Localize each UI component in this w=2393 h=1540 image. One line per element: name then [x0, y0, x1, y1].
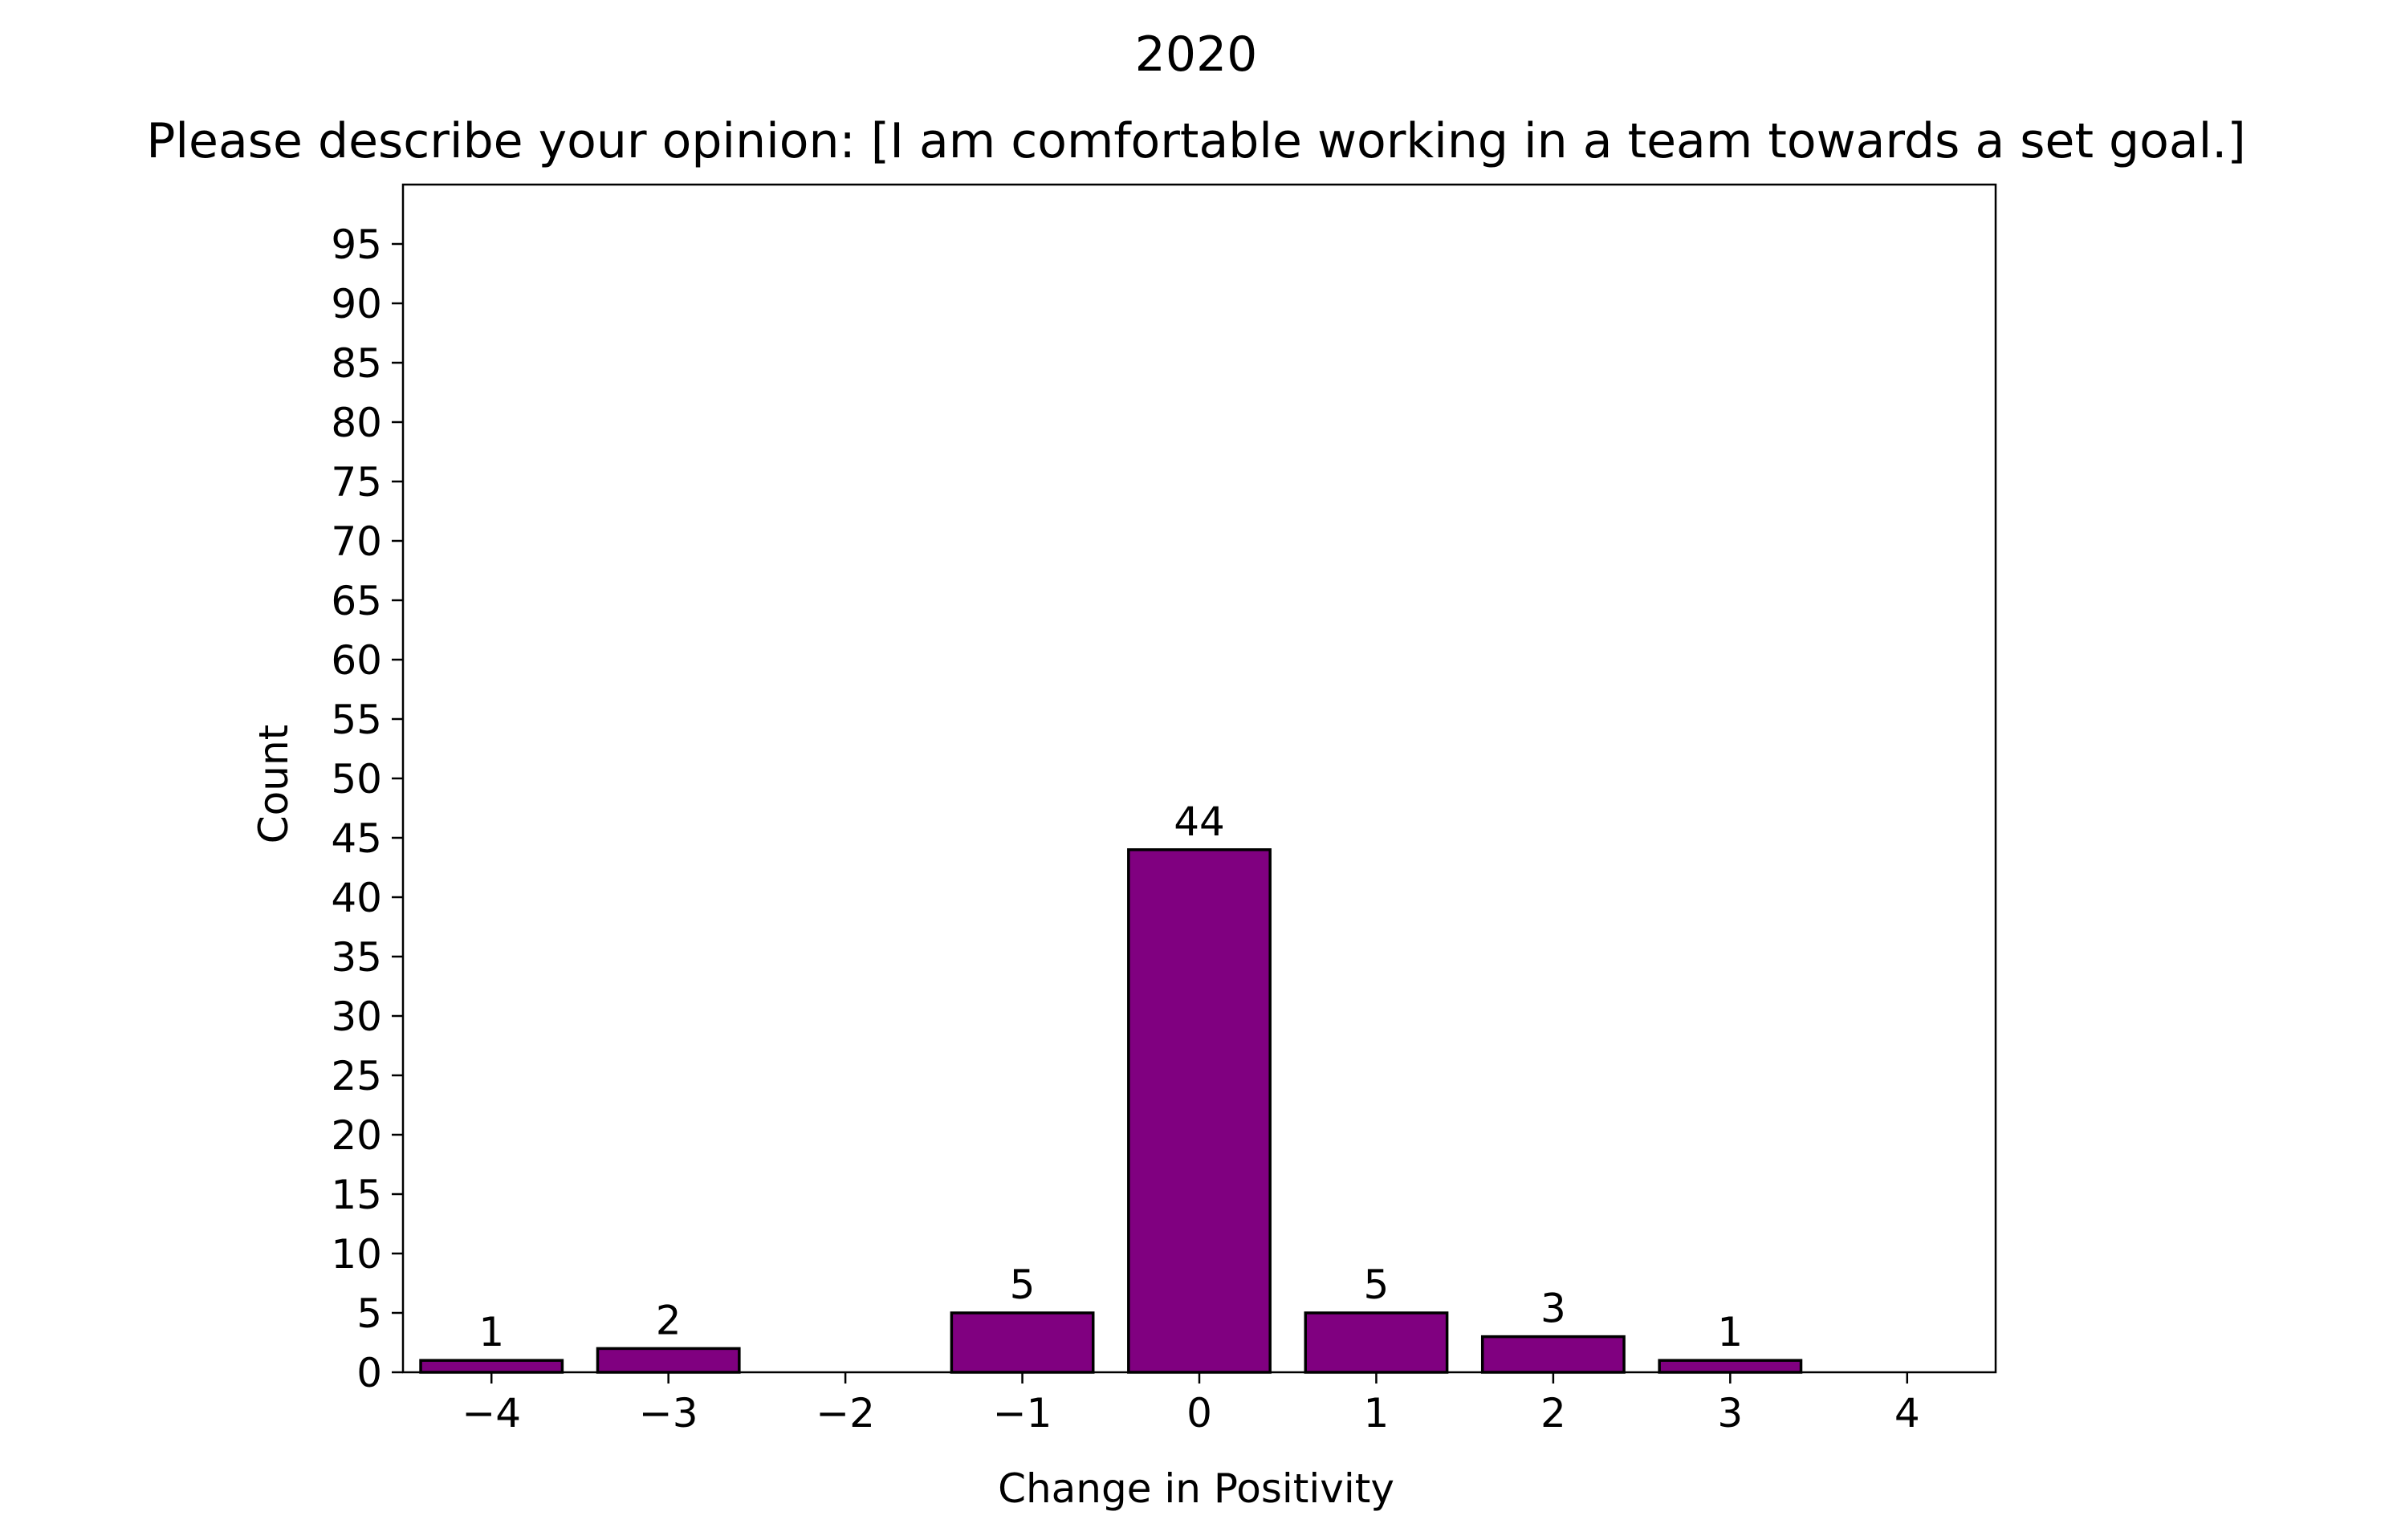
y-tick-label: 55 — [331, 697, 382, 743]
chart-title: Please describe your opinion: [I am comf… — [146, 113, 2246, 169]
y-tick-label: 50 — [331, 756, 382, 803]
y-tick-label: 70 — [331, 518, 382, 565]
x-tick-label: 1 — [1364, 1390, 1390, 1436]
bar-value-label: 2 — [656, 1297, 682, 1343]
bar — [596, 1347, 741, 1374]
x-tick-label: 3 — [1717, 1390, 1743, 1436]
x-tick-label: −4 — [462, 1390, 521, 1436]
y-tick-label: 5 — [356, 1290, 382, 1337]
y-tick-label: 20 — [331, 1112, 382, 1159]
y-tick-label: 60 — [331, 637, 382, 684]
chart-suptitle: 2020 — [1135, 26, 1258, 83]
y-tick-label: 45 — [331, 815, 382, 862]
bar-value-label: 44 — [1174, 798, 1225, 845]
y-tick-label: 40 — [331, 875, 382, 921]
bar — [1480, 1335, 1626, 1374]
bar-value-label: 5 — [1364, 1262, 1390, 1308]
x-tick-label: −3 — [639, 1390, 698, 1436]
y-tick-label: 75 — [331, 459, 382, 506]
bar-value-label: 1 — [1717, 1309, 1743, 1355]
bar — [950, 1311, 1095, 1374]
bar-value-label: 5 — [1010, 1262, 1036, 1308]
y-axis-ticks: 0 5 10 15 20 25 30 35 40 45 50 55 60 65 70 75 80 85 90 95 — [331, 221, 403, 1396]
bar-value-label: 1 — [478, 1309, 504, 1355]
x-axis-label: Change in Positivity — [998, 1465, 1394, 1512]
bar-group — [419, 848, 1803, 1374]
y-tick-label: 95 — [331, 221, 382, 268]
bar — [1127, 848, 1272, 1374]
plot-frame — [401, 183, 1997, 1374]
y-tick-label: 10 — [331, 1231, 382, 1278]
y-tick-label: 15 — [331, 1172, 382, 1218]
bar — [419, 1359, 564, 1374]
x-tick-label: −2 — [816, 1390, 875, 1436]
y-axis-label: Count — [250, 725, 297, 844]
y-tick-label: 30 — [331, 993, 382, 1040]
y-tick-label: 90 — [331, 281, 382, 327]
bar-label-group: 1 2 5 44 5 3 1 — [478, 798, 1743, 1355]
bar — [1304, 1311, 1449, 1374]
y-tick-label: 85 — [331, 340, 382, 387]
y-tick-label: 80 — [331, 400, 382, 446]
y-tick-label: 25 — [331, 1053, 382, 1099]
bar-value-label: 3 — [1540, 1286, 1566, 1332]
x-tick-label: 4 — [1894, 1390, 1920, 1436]
y-tick-label: 65 — [331, 578, 382, 624]
y-tick-label: 0 — [356, 1350, 382, 1396]
x-tick-label: 0 — [1186, 1390, 1212, 1436]
x-tick-label: −1 — [993, 1390, 1052, 1436]
x-axis-ticks: −4 −3 −2 −1 0 1 2 3 4 — [462, 1372, 1920, 1436]
x-tick-label: 2 — [1540, 1390, 1566, 1436]
bar — [1658, 1359, 1803, 1374]
y-tick-label: 35 — [331, 934, 382, 981]
